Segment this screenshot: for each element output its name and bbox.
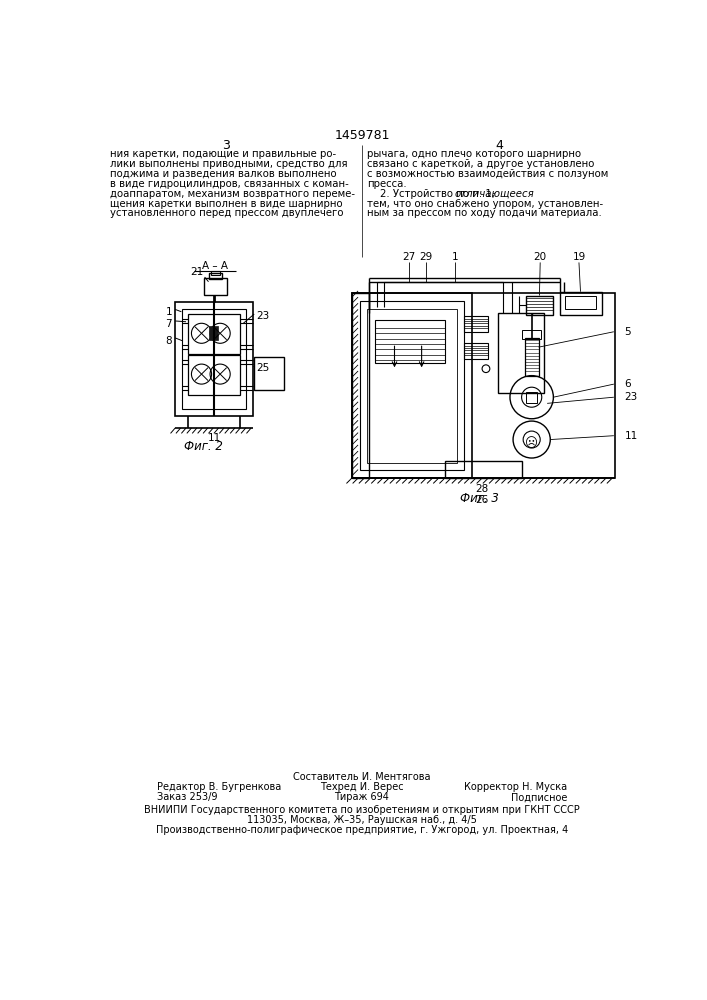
Bar	[175, 302, 252, 416]
Text: лики выполнены приводными, средство для: лики выполнены приводными, средство для	[110, 159, 348, 169]
Text: 26: 26	[475, 495, 489, 505]
Text: отличающееся: отличающееся	[454, 189, 534, 199]
Text: 6: 6	[625, 379, 631, 389]
Text: 7: 7	[165, 319, 172, 329]
Text: 20: 20	[534, 252, 547, 262]
Bar	[209, 326, 218, 340]
Text: Фиг. 2: Фиг. 2	[184, 440, 223, 453]
Bar	[182, 309, 246, 409]
Text: ВНИИПИ Государственного комитета по изобретениям и открытиям при ГКНТ СССР: ВНИИПИ Государственного комитета по изоб…	[144, 805, 580, 815]
Bar	[352, 293, 369, 478]
Text: Тираж 694: Тираж 694	[334, 792, 390, 802]
Bar	[464, 316, 488, 332]
Bar	[522, 330, 541, 339]
Bar	[209, 273, 223, 279]
Bar	[352, 293, 615, 478]
Text: Подписное: Подписное	[511, 792, 567, 802]
Bar	[187, 355, 240, 395]
Text: с возможностью взаимодействия с ползуном: с возможностью взаимодействия с ползуном	[368, 169, 609, 179]
Text: ☹: ☹	[525, 437, 538, 450]
Text: 1: 1	[452, 252, 458, 262]
Text: ния каретки, подающие и правильные ро-: ния каретки, подающие и правильные ро-	[110, 149, 337, 159]
Text: 4: 4	[495, 139, 503, 152]
Text: в виде гидроцилиндров, связанных с коман-: в виде гидроцилиндров, связанных с коман…	[110, 179, 349, 189]
Bar	[526, 392, 537, 403]
Text: поджима и разведения валков выполнено: поджима и разведения валков выполнено	[110, 169, 337, 179]
Text: 1459781: 1459781	[334, 129, 390, 142]
Text: связано с кареткой, а другое установлено: связано с кареткой, а другое установлено	[368, 159, 595, 169]
Text: Фиг. 3: Фиг. 3	[460, 492, 499, 505]
Bar	[360, 301, 464, 470]
Text: 19: 19	[573, 252, 585, 262]
Bar	[526, 296, 554, 315]
Text: 11: 11	[208, 433, 221, 443]
Bar	[204, 278, 227, 295]
Text: рычага, одно плечо которого шарнирно: рычага, одно плечо которого шарнирно	[368, 149, 581, 159]
Text: ным за прессом по ходу подачи материала.: ным за прессом по ходу подачи материала.	[368, 208, 602, 218]
Text: 23: 23	[625, 392, 638, 402]
Bar	[445, 461, 522, 478]
Bar	[352, 293, 472, 478]
Text: тем, что оно снабжено упором, установлен-: тем, что оно снабжено упором, установлен…	[368, 199, 604, 209]
Bar	[375, 320, 445, 363]
Text: 28: 28	[475, 484, 489, 494]
Text: Заказ 253/9: Заказ 253/9	[156, 792, 217, 802]
Text: Составитель И. Ментягова: Составитель И. Ментягова	[293, 772, 431, 782]
Text: Производственно-полиграфическое предприятие, г. Ужгород, ул. Проектная, 4: Производственно-полиграфическое предприя…	[156, 825, 568, 835]
Bar	[368, 309, 457, 463]
Text: 29: 29	[419, 252, 432, 262]
Bar	[525, 338, 539, 376]
Bar	[211, 271, 220, 275]
Text: 27: 27	[402, 252, 416, 262]
Text: Редактор В. Бугренкова: Редактор В. Бугренкова	[156, 782, 281, 792]
Text: 23: 23	[256, 311, 269, 321]
Text: 25: 25	[256, 363, 269, 373]
Text: 21: 21	[189, 267, 203, 277]
Bar	[187, 314, 240, 354]
Bar	[565, 296, 596, 309]
Text: пресса.: пресса.	[368, 179, 407, 189]
Text: 8: 8	[165, 336, 172, 346]
Bar	[498, 312, 544, 393]
Text: щения каретки выполнен в виде шарнирно: щения каретки выполнен в виде шарнирно	[110, 199, 343, 209]
Text: доаппаратом, механизм возвратного переме-: доаппаратом, механизм возвратного переме…	[110, 189, 355, 199]
Text: 11: 11	[625, 431, 638, 441]
Text: 3: 3	[221, 139, 230, 152]
Text: 5: 5	[625, 327, 631, 337]
Bar	[255, 357, 284, 389]
Text: 113035, Москва, Ж–35, Раушская наб., д. 4/5: 113035, Москва, Ж–35, Раушская наб., д. …	[247, 815, 477, 825]
Bar	[559, 292, 602, 315]
Text: 2. Устройство по п. 1,: 2. Устройство по п. 1,	[368, 189, 498, 199]
Text: Техред И. Верес: Техред И. Верес	[320, 782, 404, 792]
Bar	[464, 343, 488, 359]
Text: установленного перед прессом двуплечего: установленного перед прессом двуплечего	[110, 208, 344, 218]
Text: Корректор Н. Муска: Корректор Н. Муска	[464, 782, 567, 792]
Text: 1: 1	[165, 307, 172, 317]
Text: А – А: А – А	[201, 261, 228, 271]
